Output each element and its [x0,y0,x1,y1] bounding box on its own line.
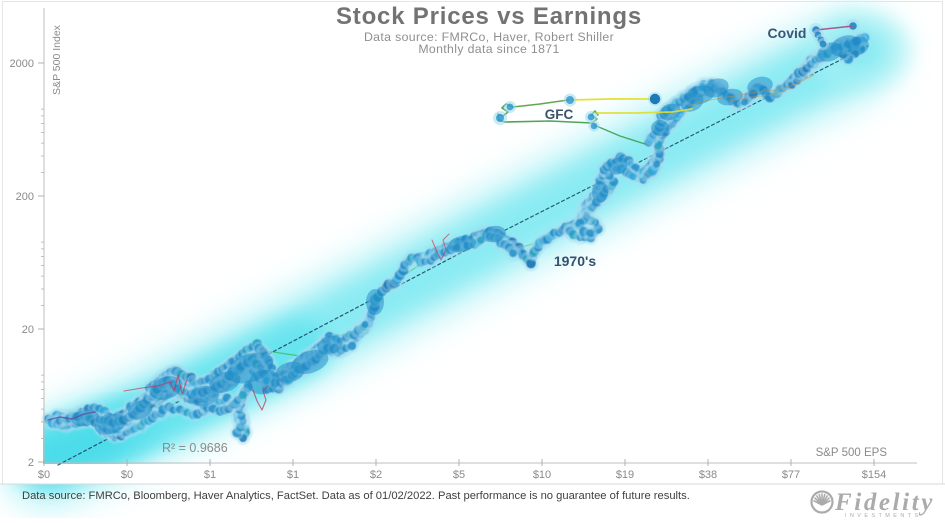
svg-text:Fidelity: Fidelity [834,489,935,516]
svg-text:S&P 500 Index: S&P 500 Index [51,24,63,95]
svg-text:$0: $0 [38,469,50,481]
svg-text:Data source: FMRCo, Haver, Rob: Data source: FMRCo, Haver, Robert Shille… [364,30,614,44]
svg-text:Data source: FMRCo, Bloomberg,: Data source: FMRCo, Bloomberg, Haver Ana… [22,490,690,502]
svg-text:2000: 2000 [10,58,34,70]
svg-text:GFC: GFC [545,107,574,122]
svg-text:$1: $1 [287,469,299,481]
svg-text:$2: $2 [370,469,382,481]
svg-text:$5: $5 [453,469,465,481]
svg-text:$38: $38 [699,469,717,481]
svg-text:INVESTMENTS: INVESTMENTS [845,513,922,518]
svg-text:$154: $154 [862,469,886,481]
svg-text:R² = 0.9686: R² = 0.9686 [162,441,228,455]
svg-text:$1: $1 [204,469,216,481]
svg-text:20: 20 [22,324,34,336]
svg-text:2: 2 [28,457,34,469]
svg-text:Stock Prices vs Earnings: Stock Prices vs Earnings [336,3,642,30]
svg-text:Monthly data since 1871: Monthly data since 1871 [418,42,559,56]
svg-text:200: 200 [16,191,34,203]
svg-text:$19: $19 [616,469,634,481]
svg-text:S&P 500 EPS: S&P 500 EPS [816,447,888,459]
svg-text:Covid: Covid [768,25,807,41]
svg-text:$0: $0 [121,469,133,481]
svg-text:1970's: 1970's [554,253,596,269]
svg-text:$77: $77 [782,469,800,481]
svg-text:$10: $10 [533,469,551,481]
